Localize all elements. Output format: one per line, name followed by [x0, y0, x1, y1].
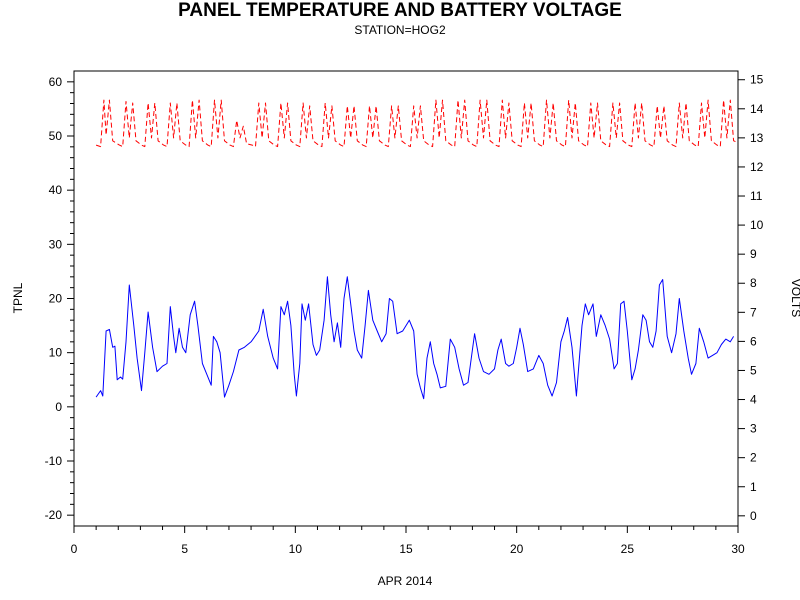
y-left-tick-label: 20	[49, 292, 63, 306]
x-tick-label: 25	[621, 542, 635, 556]
chart-subtitle: STATION=HOG2	[354, 23, 446, 37]
y-right-tick-label: 2	[750, 451, 757, 465]
x-axis-label: APR 2014	[378, 574, 433, 588]
y-right-tick-label: 10	[750, 218, 764, 232]
y-left-tick-label: -10	[45, 454, 63, 468]
x-tick-label: 30	[731, 542, 745, 556]
y-axis-left: -20 -10 0 10 20 30 40 50 60	[45, 75, 74, 522]
plot-frame	[73, 70, 739, 527]
x-tick-label: 0	[71, 542, 78, 556]
y-right-tick-label: 3	[750, 422, 757, 436]
y-left-tick-label: 40	[49, 183, 63, 197]
x-axis: 0 5 10 15 20 25 30	[71, 526, 745, 556]
y-right-tick-label: 11	[750, 189, 763, 203]
chart-title: PANEL TEMPERATURE AND BATTERY VOLTAGE	[178, 0, 622, 21]
x-tick-label: 15	[399, 542, 413, 556]
x-tick-label: 10	[289, 542, 303, 556]
y-right-tick-label: 7	[750, 305, 757, 319]
y-right-tick-label: 13	[750, 131, 764, 145]
volts-series-line	[95, 99, 738, 148]
y-axis-right-label: VOLTS	[789, 279, 800, 317]
y-right-tick-label: 0	[750, 509, 757, 523]
y-right-tick-label: 5	[750, 363, 757, 377]
y-left-tick-label: 30	[49, 237, 63, 251]
y-left-tick-label: 60	[49, 75, 63, 89]
series-layer	[95, 99, 738, 400]
y-right-tick-label: 4	[750, 393, 757, 407]
y-right-tick-label: 1	[750, 480, 757, 494]
y-left-tick-label: 10	[49, 346, 63, 360]
y-right-tick-label: 9	[750, 247, 757, 261]
y-right-tick-label: 6	[750, 334, 757, 348]
y-right-tick-label: 14	[750, 102, 764, 116]
y-left-tick-label: 50	[49, 129, 63, 143]
tpnl-series-line	[95, 276, 735, 400]
y-left-tick-label: 0	[55, 400, 62, 414]
x-tick-label: 20	[510, 542, 524, 556]
y-left-tick-label: -20	[45, 508, 63, 522]
x-tick-label: 5	[181, 542, 188, 556]
y-right-tick-label: 12	[750, 160, 764, 174]
y-axis-left-label: TPNL	[11, 282, 25, 313]
y-right-tick-label: 8	[750, 276, 757, 290]
y-right-tick-label: 15	[750, 73, 764, 87]
